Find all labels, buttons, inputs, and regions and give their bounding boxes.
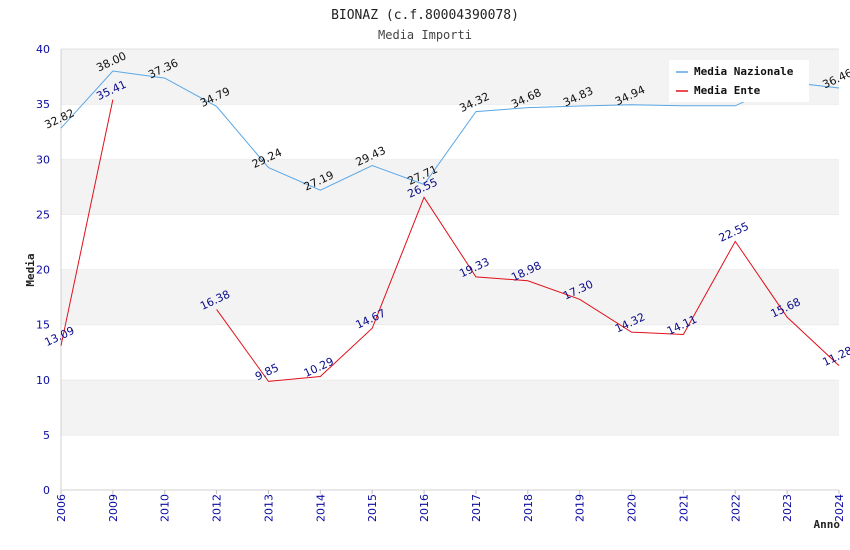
x-tick-label: 2013 (262, 494, 275, 522)
x-tick-label: 2009 (107, 494, 120, 522)
y-tick-label: 0 (43, 484, 50, 497)
y-tick-label: 15 (36, 319, 50, 332)
x-tick-label: 2006 (55, 494, 68, 522)
x-axis-title: Anno (814, 518, 841, 531)
x-tick-label: 2022 (729, 494, 742, 522)
plot-band (61, 434, 839, 490)
x-tick-label: 2023 (781, 494, 794, 522)
x-tick-label: 2019 (574, 494, 587, 522)
plot-bands (61, 48, 839, 490)
x-tick-label: 2017 (470, 494, 483, 522)
x-tick-label: 2015 (366, 494, 379, 522)
x-tick-label: 2012 (211, 494, 224, 522)
legend-box (669, 60, 809, 102)
plot-band (61, 214, 839, 270)
plot-band (61, 324, 839, 380)
y-tick-label: 25 (36, 208, 50, 221)
x-tick-label: 2020 (626, 494, 639, 522)
series-line-nazionale (60, 70, 840, 191)
x-tick-label: 2016 (418, 494, 431, 522)
y-tick-label: 30 (36, 153, 50, 166)
x-tick-label: 2024 (833, 494, 846, 522)
plot-band (61, 104, 839, 160)
legend-label-ente: Media Ente (694, 84, 761, 97)
plot-band (61, 379, 839, 435)
y-tick-label: 5 (43, 429, 50, 442)
series-lines (60, 70, 840, 382)
y-tick-label: 40 (36, 43, 50, 56)
chart-subtitle: Media Importi (378, 28, 472, 42)
plot-band (61, 159, 839, 215)
y-tick-label: 20 (36, 264, 50, 277)
axes: 0 5 10 15 20 25 30 35 40 2006 2009 2010 2012 2013 2014… (36, 43, 846, 522)
chart-title: BIONAZ (c.f.80004390078) (331, 8, 519, 23)
x-tick-label: 2010 (159, 494, 172, 522)
legend-label-nazionale: Media Nazionale (694, 65, 794, 78)
x-tick-label: 2021 (677, 494, 690, 522)
x-tick-label: 2018 (522, 494, 535, 522)
y-axis-title: Media (24, 253, 37, 286)
y-tick-label: 10 (36, 374, 50, 387)
x-tick-label: 2014 (314, 494, 327, 522)
y-tick-label: 35 (36, 98, 50, 111)
series-line-ente (60, 99, 840, 382)
legend: Media Nazionale Media Ente (669, 60, 809, 102)
plot-band (61, 269, 839, 325)
